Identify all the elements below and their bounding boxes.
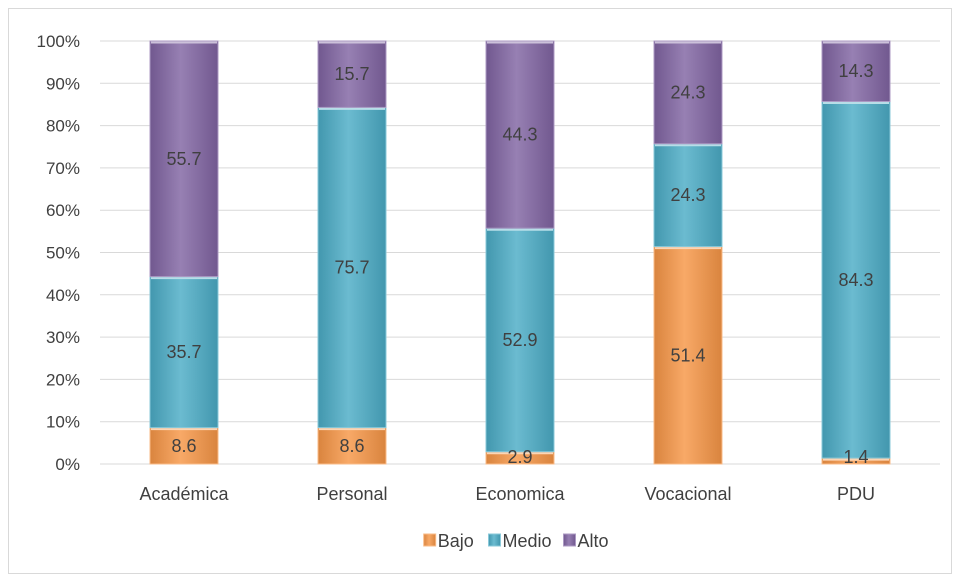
data-labels: 8.6 35.7 55.7 8.6 75.7 15.7 2.9 52.9 44.3 51.4 24.… — [166, 61, 873, 467]
x-axis-category-labels: Académica Personal Economica Vocacional PDU — [139, 484, 875, 504]
data-label: 1.4 — [843, 447, 868, 467]
bar-segment-alto — [485, 40, 555, 229]
legend-swatch-bajo — [423, 533, 437, 547]
bar-segment-bajo — [653, 246, 723, 465]
y-tick-label: 0% — [55, 455, 80, 474]
data-label: 51.4 — [670, 345, 705, 365]
y-tick-label: 50% — [46, 244, 80, 263]
data-label: 24.3 — [670, 82, 705, 102]
bar-segment-medio — [317, 106, 387, 429]
legend-label-bajo: Bajo — [438, 531, 474, 551]
data-label: 14.3 — [838, 61, 873, 81]
data-label: 52.9 — [502, 330, 537, 350]
legend-swatch-alto — [563, 533, 576, 547]
bar-segment-medio — [485, 227, 555, 453]
y-tick-label: 10% — [46, 413, 80, 432]
bar-segment-alto — [317, 40, 387, 108]
y-tick-label: 90% — [46, 74, 80, 93]
data-label: 55.7 — [166, 149, 201, 169]
y-tick-label: 30% — [46, 328, 80, 347]
bar-segment-alto — [821, 40, 891, 102]
x-category-label: Personal — [316, 484, 387, 504]
y-tick-label: 40% — [46, 286, 80, 305]
y-tick-label: 70% — [46, 159, 80, 178]
y-tick-label: 80% — [46, 117, 80, 136]
x-category-label: Académica — [139, 484, 229, 504]
x-category-label: PDU — [837, 484, 875, 504]
legend-label-alto: Alto — [578, 531, 609, 551]
bar-segment-alto — [149, 40, 219, 278]
y-tick-label: 60% — [46, 201, 80, 220]
data-label: 35.7 — [166, 342, 201, 362]
data-label: 15.7 — [334, 64, 369, 84]
data-label: 44.3 — [502, 125, 537, 145]
x-category-label: Economica — [475, 484, 565, 504]
bar-segment-medio — [821, 100, 891, 459]
legend: Bajo Medio Alto — [423, 531, 609, 551]
y-tick-label: 100% — [37, 32, 80, 51]
bar-segment-bajo — [149, 427, 219, 465]
bars — [149, 40, 891, 465]
x-category-label: Vocacional — [644, 484, 731, 504]
data-label: 8.6 — [339, 436, 364, 456]
y-axis-tick-labels: 0% 10% 20% 30% 40% 50% 60% 70% 80% 90% 100% — [37, 32, 80, 474]
data-label: 2.9 — [507, 447, 532, 467]
y-tick-label: 20% — [46, 370, 80, 389]
legend-swatch-medio — [488, 533, 501, 547]
data-label: 8.6 — [171, 436, 196, 456]
legend-label-medio: Medio — [503, 531, 552, 551]
data-label: 75.7 — [334, 258, 369, 278]
bar-segment-alto — [653, 40, 723, 145]
data-label: 84.3 — [838, 270, 873, 290]
data-label: 24.3 — [670, 185, 705, 205]
bar-segment-bajo — [317, 427, 387, 465]
